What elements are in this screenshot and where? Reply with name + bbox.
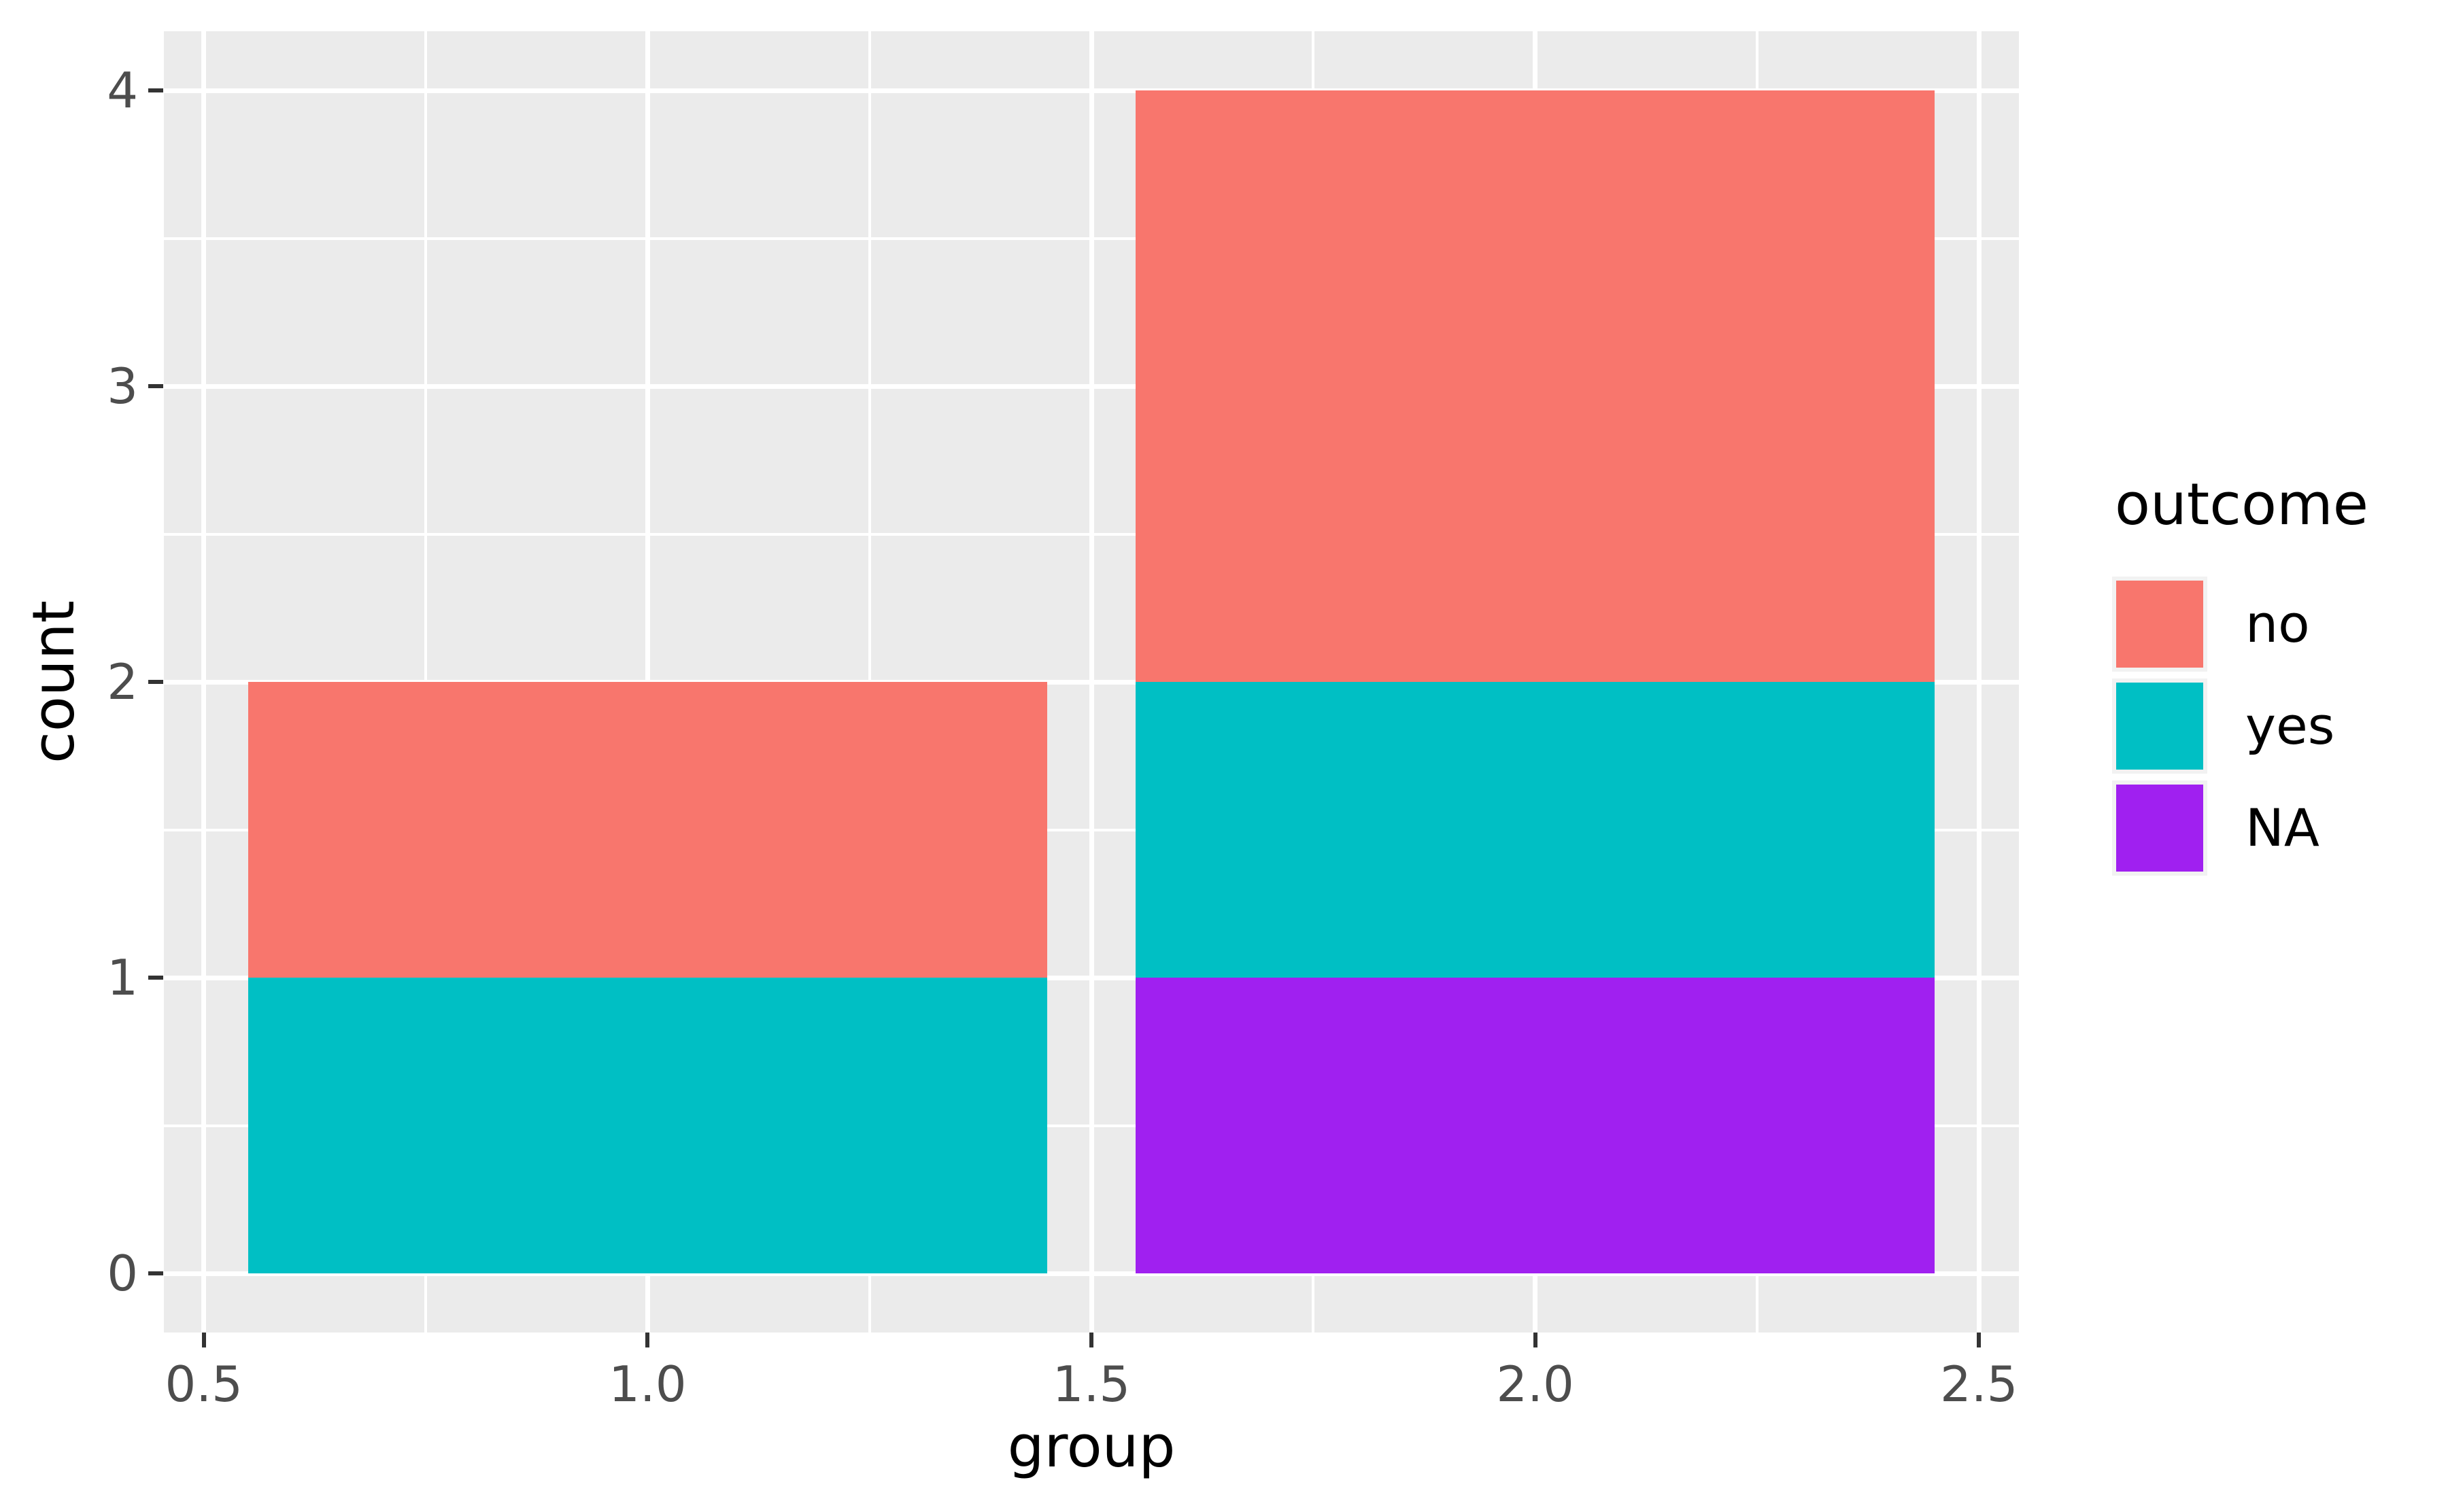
bar-segment-yes <box>1136 682 1935 978</box>
legend-label: no <box>2245 594 2310 655</box>
x-tick-label: 1.5 <box>1052 1356 1131 1413</box>
y-tick <box>148 384 163 388</box>
bar-segment-no <box>1136 90 1935 682</box>
legend-key <box>2112 780 2207 876</box>
y-tick-label: 1 <box>107 949 138 1006</box>
legend-entries: no yes NA <box>2112 577 2438 876</box>
legend-key <box>2112 577 2207 672</box>
legend-key <box>2112 678 2207 774</box>
y-tick <box>148 88 163 92</box>
legend-label: yes <box>2245 695 2335 757</box>
legend-entry: NA <box>2112 780 2438 876</box>
bar-segment-yes <box>248 978 1047 1273</box>
bar-segment-no <box>248 682 1047 978</box>
legend-swatch-yes <box>2116 683 2203 770</box>
y-tick <box>148 976 163 980</box>
legend-entry: no <box>2112 577 2438 672</box>
legend-swatch-no <box>2116 581 2203 668</box>
y-tick-label: 2 <box>107 653 138 710</box>
legend-label: NA <box>2245 797 2319 859</box>
x-tick <box>1089 1333 1093 1347</box>
x-tick <box>1977 1333 1982 1347</box>
legend-title: outcome <box>2115 471 2369 538</box>
gridline-major-v <box>201 31 207 1333</box>
plot-panel <box>164 31 2019 1333</box>
y-tick-label: 4 <box>107 62 138 119</box>
bar-segment-NA <box>1136 978 1935 1273</box>
x-tick-label: 2.5 <box>1939 1356 2018 1413</box>
x-tick-label: 1.0 <box>609 1356 687 1413</box>
legend-swatch-NA <box>2116 785 2203 872</box>
x-tick <box>645 1333 650 1347</box>
y-tick <box>148 680 163 684</box>
x-tick <box>201 1333 206 1347</box>
x-tick <box>1533 1333 1537 1347</box>
x-tick-label: 2.0 <box>1496 1356 1574 1413</box>
x-axis-title: group <box>1007 1413 1176 1481</box>
gridline-major-v <box>1976 31 1982 1333</box>
gridline-major-v <box>1089 31 1094 1333</box>
x-tick-label: 0.5 <box>165 1356 243 1413</box>
legend-entry: yes <box>2112 678 2438 774</box>
y-tick <box>148 1271 163 1275</box>
y-tick-label: 0 <box>107 1245 138 1302</box>
y-tick-label: 3 <box>107 358 138 415</box>
legend: outcome no yes NA <box>2112 469 2438 882</box>
